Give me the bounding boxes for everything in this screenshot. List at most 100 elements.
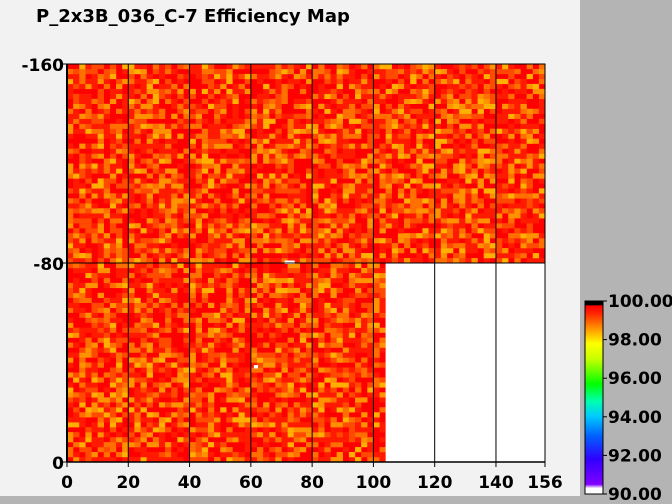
heatmap-cell (79, 292, 86, 299)
heatmap-cell (177, 93, 184, 100)
heatmap-cell (330, 432, 337, 438)
heatmap-cell (214, 387, 221, 393)
heatmap-cell (183, 377, 190, 383)
heatmap-cell (318, 128, 325, 134)
heatmap-cell (453, 243, 460, 249)
heatmap-cell (269, 352, 276, 358)
heatmap-cell (391, 258, 399, 264)
heatmap-cell (428, 203, 435, 209)
heatmap-cell (312, 292, 319, 299)
heatmap-cell (122, 387, 129, 393)
heatmap-cell (79, 68, 86, 75)
heatmap-cell (189, 88, 196, 95)
heatmap-cell (299, 277, 307, 284)
heatmap-cell (152, 322, 160, 328)
heatmap-cell (532, 138, 540, 144)
heatmap-cell (312, 258, 319, 264)
heatmap-cell (355, 208, 362, 214)
heatmap-cell (67, 153, 74, 159)
heatmap-cell (489, 68, 497, 75)
heatmap-cell (116, 138, 123, 144)
heatmap-cell (128, 432, 135, 438)
heatmap-cell (189, 258, 196, 264)
heatmap-cell (348, 407, 356, 413)
heatmap-cell (177, 377, 184, 383)
heatmap-cell (459, 243, 466, 249)
heatmap-cell (342, 103, 350, 109)
heatmap-cell (269, 203, 276, 209)
heatmap-cell (238, 83, 245, 90)
heatmap-cell (189, 198, 196, 204)
heatmap-cell (483, 168, 491, 174)
heatmap-cell (299, 113, 307, 119)
heatmap-cell (348, 337, 356, 343)
heatmap-cell (152, 267, 160, 274)
heatmap-cell (207, 233, 215, 239)
heatmap-cell (355, 183, 362, 189)
heatmap-cell (367, 213, 374, 219)
heatmap-cell (434, 64, 442, 70)
heatmap-cell (471, 173, 478, 179)
heatmap-cell (477, 198, 484, 204)
heatmap-cell (379, 183, 386, 189)
heatmap-cell (508, 103, 515, 109)
heatmap-cell (324, 223, 331, 229)
heatmap-cell (459, 128, 466, 134)
heatmap-cell (103, 133, 111, 139)
heatmap-cell (508, 183, 515, 189)
heatmap-cell (85, 98, 92, 104)
heatmap-cell (477, 178, 484, 184)
heatmap-cell (183, 253, 190, 259)
heatmap-cell (348, 302, 356, 308)
heatmap-cell (508, 148, 515, 154)
heatmap-cell (410, 258, 417, 264)
heatmap-cell (379, 123, 386, 129)
heatmap-cell (526, 238, 533, 244)
heatmap-cell (256, 64, 264, 70)
heatmap-cell (306, 218, 313, 224)
heatmap-cell (214, 233, 221, 239)
heatmap-cell (434, 118, 442, 124)
heatmap-cell (299, 337, 307, 343)
heatmap-cell (140, 68, 147, 75)
heatmap-cell (287, 382, 294, 388)
heatmap-cell (404, 118, 411, 124)
heatmap-cell (152, 243, 160, 249)
heatmap-cell (416, 158, 423, 164)
heatmap-cell (116, 442, 123, 448)
heatmap-cell (158, 302, 166, 308)
heatmap-cell (73, 417, 80, 423)
heatmap-cell (85, 203, 92, 209)
heatmap-cell (152, 392, 160, 398)
heatmap-cell (483, 163, 491, 169)
heatmap-cell (348, 193, 356, 199)
heatmap-cell (85, 153, 92, 159)
heatmap-cell (97, 447, 104, 453)
heatmap-cell (379, 143, 386, 149)
heatmap-cell (238, 422, 245, 428)
heatmap-cell (201, 352, 209, 358)
heatmap-cell (201, 163, 209, 169)
heatmap-cell (385, 153, 392, 159)
heatmap-cell (140, 238, 147, 244)
heatmap-cell (158, 64, 166, 70)
heatmap-cell (244, 287, 252, 294)
heatmap-cell (422, 163, 429, 169)
heatmap-cell (324, 392, 331, 398)
heatmap-cell (85, 213, 92, 219)
heatmap-cell (404, 173, 411, 179)
heatmap-cell (440, 218, 448, 224)
heatmap-cell (67, 357, 74, 363)
heatmap-cell (434, 158, 442, 164)
heatmap-cell (122, 392, 129, 398)
heatmap-cell (342, 417, 350, 423)
heatmap-cell (440, 78, 448, 85)
heatmap-cell (189, 68, 196, 75)
heatmap-cell (324, 372, 331, 378)
heatmap-cell (220, 68, 227, 75)
heatmap-cell (397, 183, 405, 189)
heatmap-cell (269, 397, 276, 403)
heatmap-cell (306, 64, 313, 70)
heatmap-cell (177, 108, 184, 114)
heatmap-cell (495, 113, 503, 119)
